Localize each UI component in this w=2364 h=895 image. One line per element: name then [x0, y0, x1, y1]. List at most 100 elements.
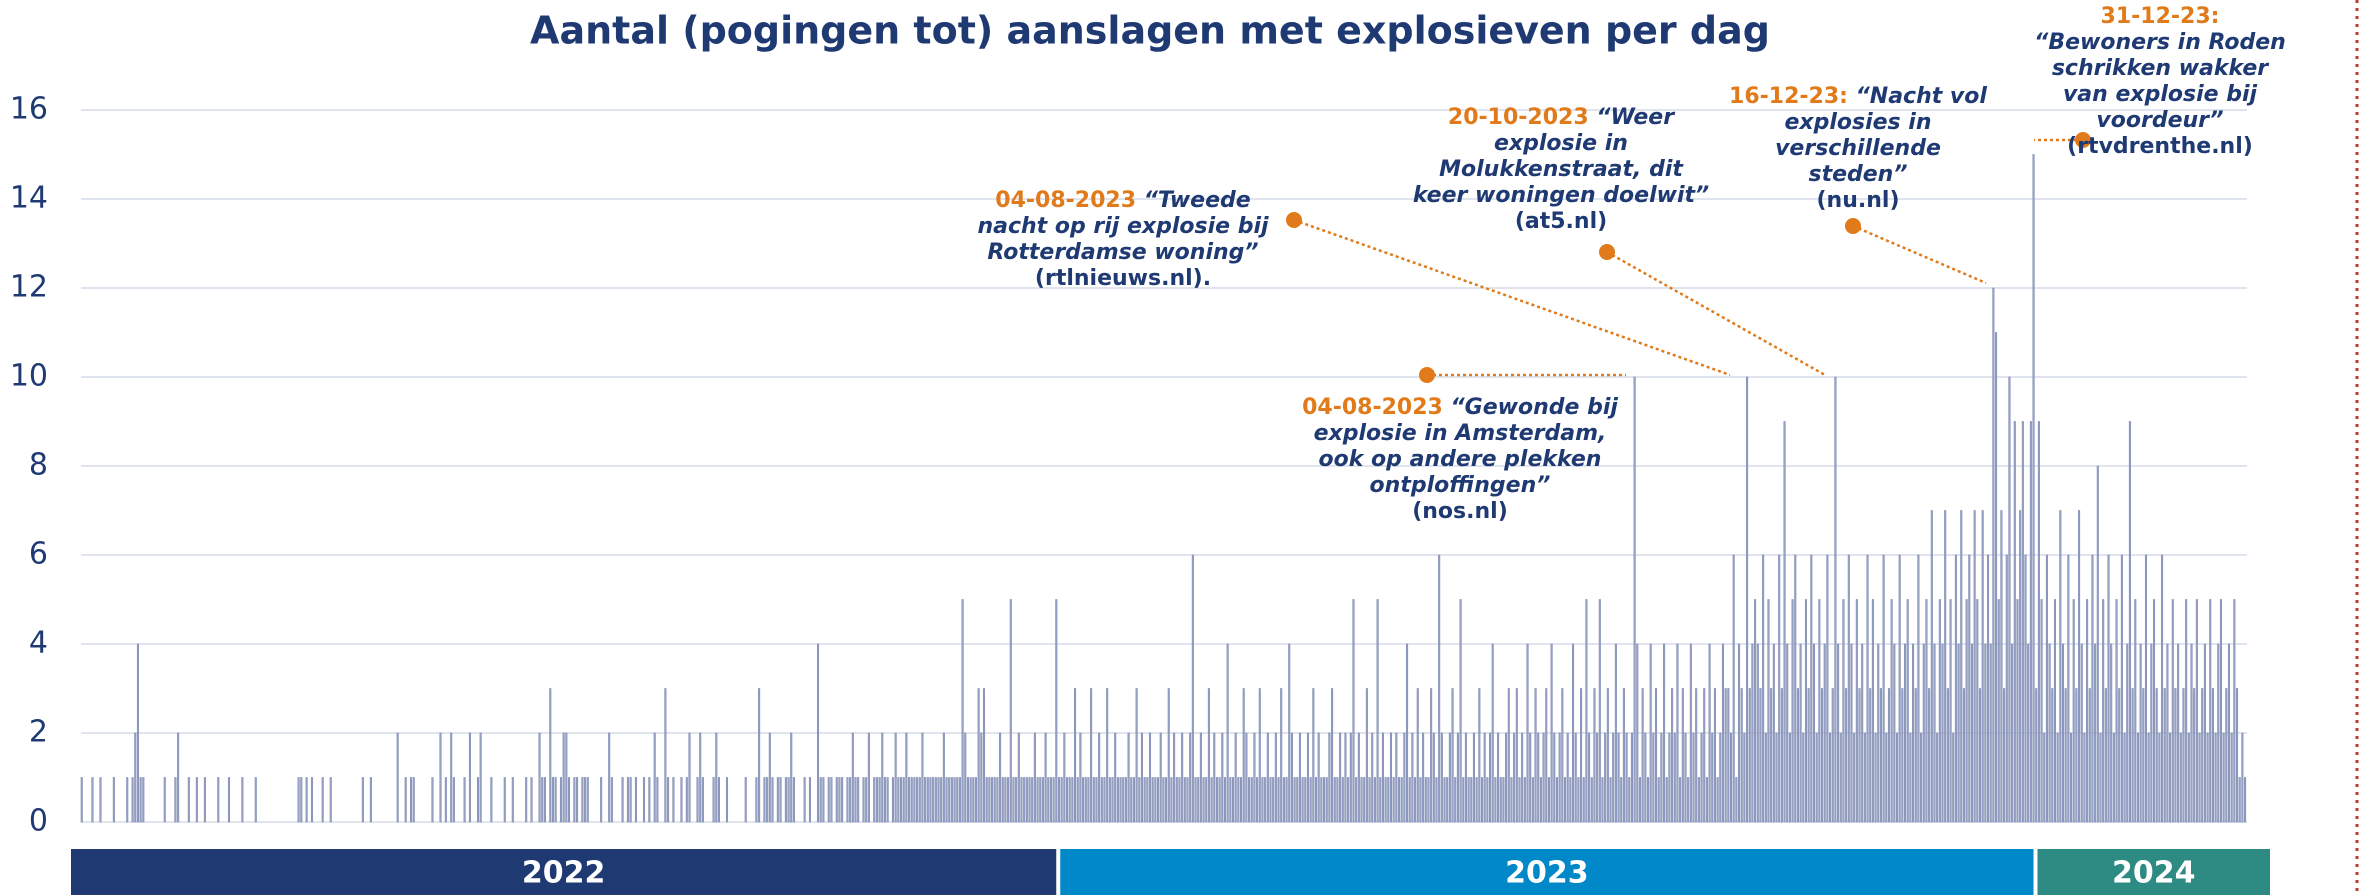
bar	[1938, 599, 1941, 823]
bar	[1877, 643, 1880, 823]
bar	[1269, 777, 1272, 823]
bar	[956, 777, 959, 823]
bar	[554, 777, 557, 823]
bar	[1304, 777, 1307, 823]
bar	[1245, 732, 1248, 823]
bar	[2241, 732, 2244, 823]
bar	[1074, 688, 1077, 823]
bar	[2134, 599, 2137, 823]
bar	[1328, 732, 1331, 823]
bar	[1237, 777, 1240, 823]
bar	[91, 777, 94, 823]
bar	[1314, 777, 1318, 823]
bar	[1778, 554, 1781, 823]
bar	[1614, 643, 1617, 823]
bar	[1901, 688, 1904, 823]
bar	[1976, 599, 1979, 823]
bar	[1633, 376, 1636, 823]
bar	[479, 732, 482, 823]
bar	[771, 777, 774, 823]
bar	[1845, 688, 1848, 823]
bar	[2144, 554, 2148, 823]
bar	[803, 777, 806, 823]
bar	[1829, 732, 1832, 823]
year-label: 2024	[2112, 856, 2196, 891]
bar	[1807, 688, 1810, 823]
bar	[1427, 777, 1430, 823]
bar	[1721, 643, 1725, 823]
bar	[2035, 688, 2038, 823]
bar	[1593, 688, 1596, 823]
bar	[816, 643, 820, 823]
bar	[1692, 732, 1695, 823]
bar	[1973, 510, 1976, 823]
bar	[950, 777, 953, 823]
bar	[1812, 643, 1816, 823]
bar	[1347, 777, 1350, 823]
annotation-date: 16-12-23:	[1729, 84, 1848, 109]
bar	[1671, 688, 1674, 823]
bar	[1695, 688, 1698, 823]
bar	[142, 777, 145, 823]
bar	[830, 777, 833, 823]
bar	[584, 777, 587, 823]
bar	[139, 777, 142, 823]
bar	[2067, 554, 2070, 823]
bar	[1092, 777, 1095, 823]
bar	[1459, 599, 1462, 823]
bar	[1732, 554, 1735, 823]
bar	[1735, 777, 1738, 823]
bar	[1266, 732, 1269, 823]
annotation: 20-10-2023 “Weer explosie in Molukkenstr…	[1411, 105, 1711, 235]
bar	[2187, 732, 2190, 823]
bar	[1253, 732, 1256, 823]
bar	[2075, 688, 2078, 823]
annotation: 31-12-23: “Bewoners in Roden schrikken w…	[2030, 4, 2290, 160]
bar	[1970, 643, 1974, 823]
bar	[1887, 688, 1891, 823]
bar	[1638, 777, 1642, 823]
grid: 0 2 4 6 8 10 12 14 16	[10, 92, 2247, 839]
bar	[1871, 599, 1874, 823]
bar	[1154, 777, 1157, 823]
bar	[1705, 777, 1708, 823]
bar	[1044, 732, 1047, 823]
bar	[763, 777, 766, 823]
bar	[792, 777, 795, 823]
bar	[404, 777, 407, 823]
bar	[1922, 643, 1925, 823]
bar	[2072, 599, 2075, 823]
bar	[1226, 643, 1229, 823]
bar	[672, 777, 675, 823]
bar	[241, 777, 244, 823]
pointer-line	[1293, 218, 1731, 377]
bar	[664, 688, 667, 823]
bar	[136, 643, 139, 823]
bar	[1231, 777, 1235, 823]
bar	[2238, 777, 2241, 823]
bar	[784, 777, 787, 823]
bar	[530, 777, 533, 823]
bar	[1981, 510, 1984, 823]
bar	[1446, 777, 1449, 823]
bar	[699, 732, 702, 823]
bar	[1786, 643, 1789, 823]
bar	[1893, 643, 1896, 823]
bar	[2131, 688, 2134, 823]
bar	[463, 777, 466, 823]
bar	[1783, 421, 1786, 823]
bar	[1906, 599, 1909, 823]
bar	[942, 732, 945, 823]
bar	[1194, 777, 1197, 823]
bar	[2088, 688, 2091, 823]
bar	[1400, 777, 1403, 823]
bar	[1518, 777, 1521, 823]
bar	[1280, 688, 1283, 823]
bar	[1577, 777, 1580, 823]
bar	[1052, 777, 1055, 823]
bar	[768, 732, 771, 823]
bar	[1467, 777, 1470, 823]
bar	[431, 777, 434, 823]
bar	[905, 732, 908, 823]
bar	[444, 777, 447, 823]
